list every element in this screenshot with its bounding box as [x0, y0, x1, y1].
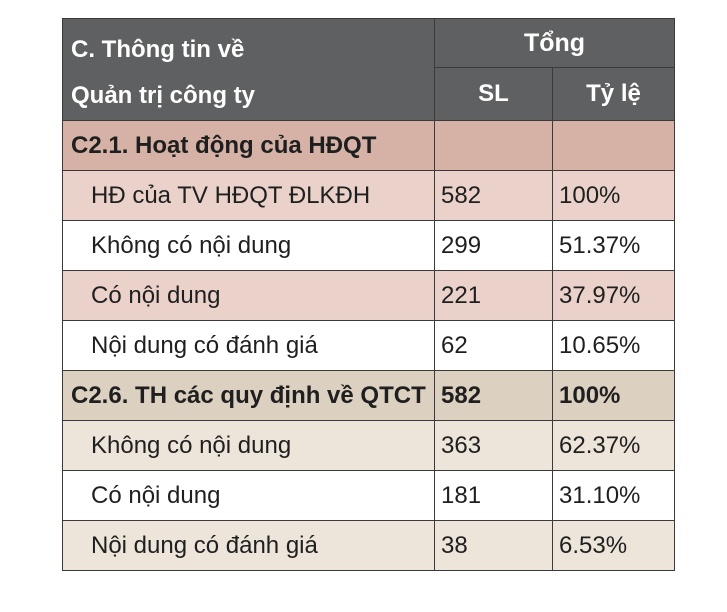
section-sl — [434, 120, 553, 171]
row-ratio: 6.53% — [552, 520, 675, 571]
header-title-line1: C. Thông tin về — [71, 36, 245, 63]
row-label: Nội dung có đánh giá — [62, 520, 435, 571]
section-row-c21: C2.1. Hoạt động của HĐQT — [62, 120, 675, 171]
header-col-sl: SL — [434, 67, 553, 121]
row-ratio: 10.65% — [552, 320, 675, 371]
table-row: Không có nội dung 299 51.37% — [62, 220, 675, 271]
section-label: C2.6. TH các quy định về QTCT — [62, 370, 435, 421]
row-sl: 582 — [434, 170, 553, 221]
row-label: Có nội dung — [62, 470, 435, 521]
row-label: Không có nội dung — [62, 420, 435, 471]
row-sl: 363 — [434, 420, 553, 471]
header-title-cell: C. Thông tin về Quản trị công ty — [62, 18, 435, 121]
section-ratio — [552, 120, 675, 171]
governance-table: C. Thông tin về Quản trị công ty Tổng SL… — [62, 18, 675, 571]
table-row: Nội dung có đánh giá 38 6.53% — [62, 520, 675, 571]
row-label: Không có nội dung — [62, 220, 435, 271]
row-sl: 221 — [434, 270, 553, 321]
table-row: Nội dung có đánh giá 62 10.65% — [62, 320, 675, 371]
row-sl: 181 — [434, 470, 553, 521]
header-title-line2: Quản trị công ty — [71, 82, 256, 109]
row-sl: 299 — [434, 220, 553, 271]
table-row: Có nội dung 221 37.97% — [62, 270, 675, 321]
row-ratio: 31.10% — [552, 470, 675, 521]
row-sl: 62 — [434, 320, 553, 371]
header-col-ratio: Tỷ lệ — [552, 67, 675, 121]
table-row: Không có nội dung 363 62.37% — [62, 420, 675, 471]
row-ratio: 100% — [552, 170, 675, 221]
header-row-top: C. Thông tin về Quản trị công ty Tổng — [62, 18, 675, 121]
section-label: C2.1. Hoạt động của HĐQT — [62, 120, 435, 171]
table-row: HĐ của TV HĐQT ĐLKĐH 582 100% — [62, 170, 675, 221]
row-ratio: 37.97% — [552, 270, 675, 321]
row-ratio: 51.37% — [552, 220, 675, 271]
row-label: HĐ của TV HĐQT ĐLKĐH — [62, 170, 435, 221]
row-ratio: 62.37% — [552, 420, 675, 471]
row-sl: 38 — [434, 520, 553, 571]
table-row: Có nội dung 181 31.10% — [62, 470, 675, 521]
header-group-total: Tổng — [434, 18, 675, 68]
row-label: Nội dung có đánh giá — [62, 320, 435, 371]
section-sl: 582 — [434, 370, 553, 421]
section-row-c26: C2.6. TH các quy định về QTCT 582 100% — [62, 370, 675, 421]
row-label: Có nội dung — [62, 270, 435, 321]
header-row-sub: SL Tỷ lệ — [63, 67, 675, 121]
section-ratio: 100% — [552, 370, 675, 421]
